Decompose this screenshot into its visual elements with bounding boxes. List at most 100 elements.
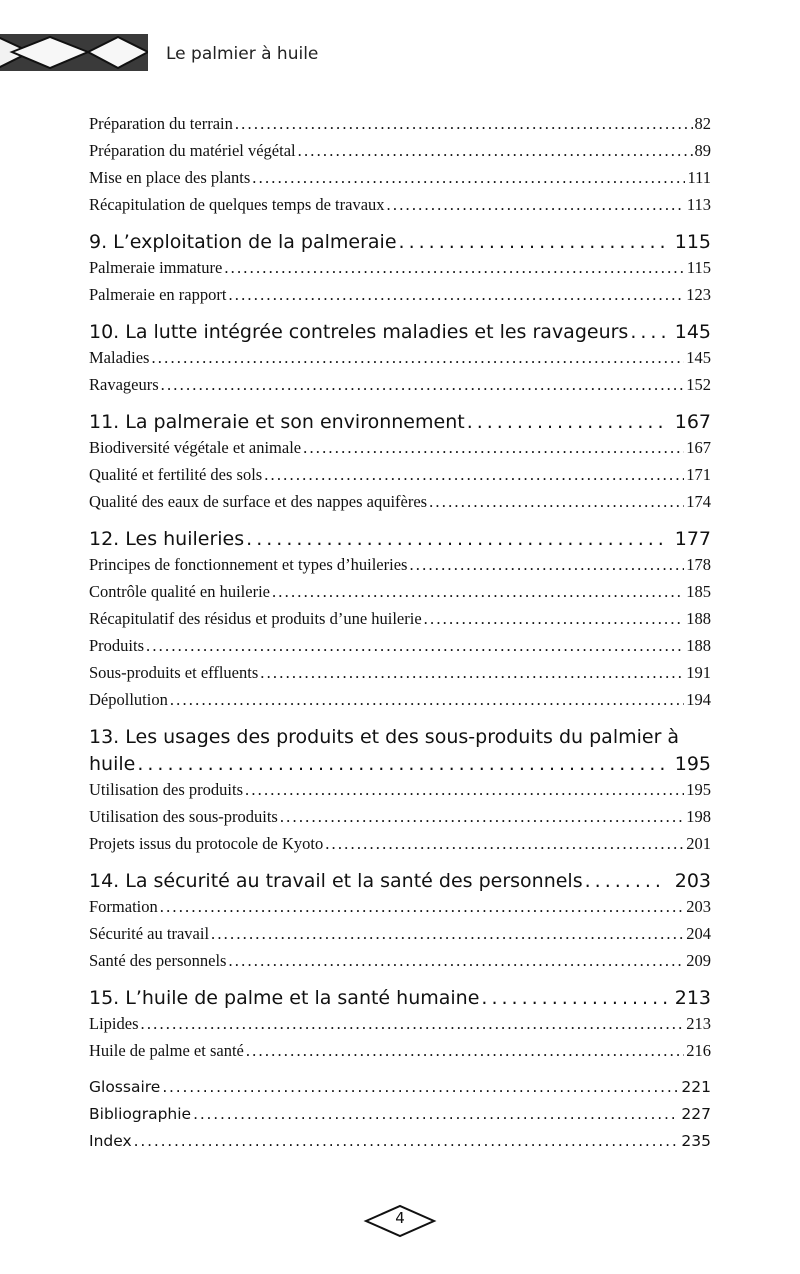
toc-entry[interactable]: Produits 188	[89, 636, 711, 663]
dot-leader	[228, 951, 684, 971]
toc-chapter[interactable]: 10. La lutte intégrée contreles maladies…	[89, 321, 711, 348]
toc-page-number: 115	[686, 258, 711, 277]
toc-label: Produits	[89, 636, 145, 655]
dot-leader	[325, 834, 684, 854]
toc-entry[interactable]: Préparation du terrain 82	[89, 114, 711, 141]
toc-entry[interactable]: Préparation du matériel végétal 89	[89, 141, 711, 168]
toc-label: Contrôle qualité en huilerie	[89, 582, 270, 601]
toc-page-number: 82	[694, 114, 712, 133]
toc-entry[interactable]: Dépollution 194	[89, 690, 711, 717]
table-of-contents: Préparation du terrain 82 Préparation du m…	[89, 114, 711, 1159]
dot-leader	[141, 1014, 685, 1034]
toc-label: Qualité et fertilité des sols	[89, 465, 263, 484]
toc-page-number: 89	[694, 141, 712, 160]
dot-leader	[137, 753, 666, 775]
toc-label: Utilisation des sous-produits	[89, 807, 278, 826]
toc-page-number: 216	[686, 1041, 711, 1060]
toc-chapter[interactable]: 11. La palmeraie et son environnement 167	[89, 411, 711, 438]
dot-leader	[399, 231, 667, 253]
toc-label: Récapitulatif des résidus et produits d’…	[89, 609, 422, 628]
toc-entry[interactable]: Ravageurs 152	[89, 375, 711, 402]
toc-entry[interactable]: Palmeraie en rapport 123	[89, 285, 711, 312]
toc-entry[interactable]: Récapitulatif des résidus et produits d’…	[89, 609, 711, 636]
toc-chapter[interactable]: 9. L’exploitation de la palmeraie 115	[89, 231, 711, 258]
toc-page-number: 188	[686, 636, 711, 655]
toc-entry[interactable]: Santé des personnels 209	[89, 951, 711, 978]
toc-back-matter[interactable]: Glossaire 221	[89, 1078, 711, 1105]
dot-leader	[211, 924, 684, 944]
dot-leader	[160, 897, 685, 917]
dot-leader	[630, 321, 666, 343]
dot-leader	[429, 492, 684, 512]
toc-page-number: 198	[686, 807, 711, 826]
toc-chapter[interactable]: 14. La sécurité au travail et la santé d…	[89, 870, 711, 897]
toc-label: Sécurité au travail	[89, 924, 210, 943]
toc-page-number: 123	[686, 285, 711, 304]
toc-page-number: 145	[674, 321, 711, 343]
toc-label: Récapitulation de quelques temps de trav…	[89, 195, 385, 214]
dot-leader	[224, 258, 685, 278]
dot-leader	[585, 870, 667, 892]
toc-page-number: 171	[686, 465, 711, 484]
toc-entry[interactable]: Palmeraie immature 115	[89, 258, 711, 285]
dot-leader	[252, 168, 685, 188]
toc-label: Lipides	[89, 1014, 139, 1033]
toc-entry[interactable]: Sous-produits et effluents 191	[89, 663, 711, 690]
dot-leader	[228, 285, 684, 305]
dot-leader	[151, 348, 684, 368]
toc-entry[interactable]: Formation 203	[89, 897, 711, 924]
toc-entry[interactable]: Contrôle qualité en huilerie 185	[89, 582, 711, 609]
toc-entry[interactable]: Projets issus du protocole de Kyoto 201	[89, 834, 711, 861]
toc-label: Maladies	[89, 348, 150, 367]
toc-page-number: 191	[686, 663, 711, 682]
dot-leader	[245, 780, 684, 800]
dot-leader	[280, 807, 684, 827]
toc-page-number: 195	[686, 780, 711, 799]
toc-label: Index	[89, 1132, 132, 1150]
toc-label: Sous-produits et effluents	[89, 663, 259, 682]
dot-leader	[272, 582, 684, 602]
page-number: 4	[395, 1209, 405, 1227]
toc-label: Préparation du matériel végétal	[89, 141, 296, 160]
dot-leader	[246, 1041, 684, 1061]
chapter-title-line: 13. Les usages des produits et des sous-…	[89, 726, 680, 748]
toc-entry[interactable]: Biodiversité végétale et animale 167	[89, 438, 711, 465]
dot-leader	[409, 555, 684, 575]
toc-label: Principes de fonctionnement et types d’h…	[89, 555, 408, 574]
toc-label: Utilisation des produits	[89, 780, 243, 799]
toc-chapter[interactable]: huile 195	[89, 753, 711, 780]
dot-leader	[303, 438, 684, 458]
toc-entry[interactable]: Qualité des eaux de surface et des nappe…	[89, 492, 711, 519]
toc-page-number: 177	[674, 528, 711, 550]
toc-entry[interactable]: Sécurité au travail 204	[89, 924, 711, 951]
toc-entry[interactable]: Mise en place des plants 111	[89, 168, 711, 195]
toc-entry[interactable]: Utilisation des sous-produits 198	[89, 807, 711, 834]
toc-entry[interactable]: Principes de fonctionnement et types d’h…	[89, 555, 711, 582]
toc-label: Formation	[89, 897, 158, 916]
toc-page-number: 203	[686, 897, 711, 916]
dot-leader	[481, 987, 666, 1009]
header-diamond-band	[0, 34, 148, 71]
dot-leader	[298, 141, 693, 161]
toc-label: Palmeraie en rapport	[89, 285, 227, 304]
toc-label: Palmeraie immature	[89, 258, 223, 277]
toc-entry[interactable]: Maladies 145	[89, 348, 711, 375]
toc-page-number: 209	[686, 951, 711, 970]
toc-label: Préparation du terrain	[89, 114, 233, 133]
dot-leader	[146, 636, 684, 656]
toc-entry[interactable]: Lipides 213	[89, 1014, 711, 1041]
toc-label: Dépollution	[89, 690, 168, 709]
toc-entry[interactable]: Huile de palme et santé 216	[89, 1041, 711, 1068]
toc-back-matter[interactable]: Index 235	[89, 1132, 711, 1159]
toc-entry[interactable]: Utilisation des produits 195	[89, 780, 711, 807]
toc-page-number: 227	[681, 1105, 711, 1123]
toc-page-number: 201	[686, 834, 711, 853]
toc-back-matter[interactable]: Bibliographie 227	[89, 1105, 711, 1132]
toc-entry[interactable]: Récapitulation de quelques temps de trav…	[89, 195, 711, 222]
toc-entry[interactable]: Qualité et fertilité des sols 171	[89, 465, 711, 492]
toc-chapter[interactable]: 12. Les huileries 177	[89, 528, 711, 555]
toc-label: Projets issus du protocole de Kyoto	[89, 834, 324, 853]
toc-label: Santé des personnels	[89, 951, 227, 970]
toc-label: 10. La lutte intégrée contreles maladies…	[89, 321, 629, 343]
toc-chapter[interactable]: 15. L’huile de palme et la santé humaine…	[89, 987, 711, 1014]
